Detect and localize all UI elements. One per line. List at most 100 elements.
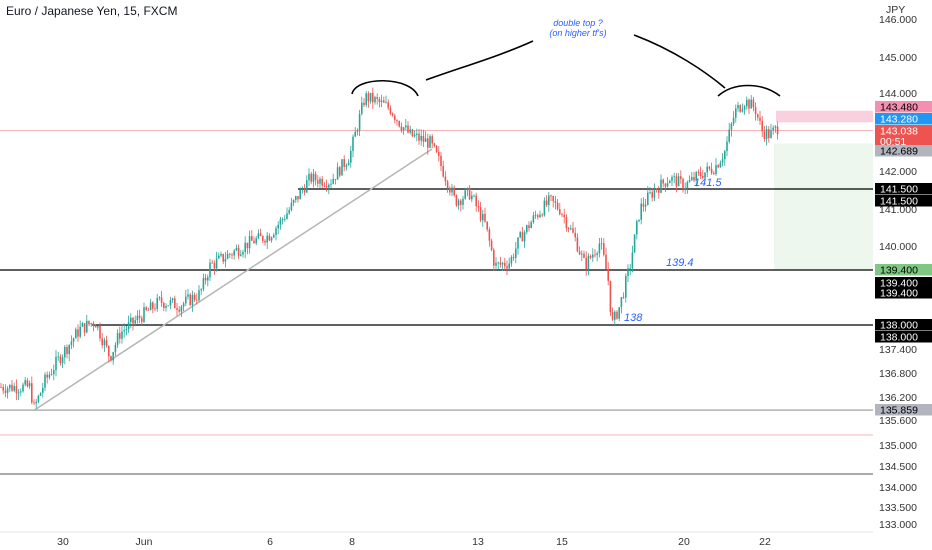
candle-body bbox=[468, 187, 471, 200]
candle-body bbox=[506, 266, 508, 269]
candle-body bbox=[416, 133, 418, 135]
candle-body bbox=[633, 234, 636, 253]
candle-body bbox=[768, 129, 770, 138]
candle-body bbox=[422, 135, 425, 142]
candle-body bbox=[297, 196, 299, 200]
candle-body bbox=[136, 315, 139, 321]
candle-body bbox=[2, 387, 4, 391]
candle-body bbox=[77, 329, 79, 337]
price-tag-value: 143.480 bbox=[880, 102, 918, 114]
annotation-pointer-left bbox=[425, 40, 534, 81]
candle-body bbox=[171, 298, 174, 301]
candle-body bbox=[587, 256, 590, 270]
candle-body bbox=[589, 256, 592, 258]
annotation-pointer-right bbox=[633, 34, 726, 89]
candle-body bbox=[475, 195, 477, 207]
candle-body bbox=[636, 221, 638, 235]
candle-body bbox=[647, 192, 649, 205]
candle-body bbox=[523, 232, 526, 242]
candle-body bbox=[739, 105, 741, 112]
first-top-arc bbox=[351, 79, 419, 97]
price-tag-value: 139.400 bbox=[880, 265, 918, 277]
candle-body bbox=[55, 356, 57, 371]
candle-body bbox=[413, 134, 416, 137]
candle-body bbox=[174, 298, 176, 309]
price-tag bbox=[875, 319, 932, 331]
candle-body bbox=[627, 268, 629, 276]
candle-body bbox=[752, 99, 755, 108]
candle-body bbox=[229, 253, 231, 255]
candle-body bbox=[92, 323, 95, 326]
candle-body bbox=[196, 299, 198, 301]
candle-body bbox=[708, 166, 711, 169]
candle-body bbox=[356, 130, 359, 132]
candle-body bbox=[288, 210, 290, 214]
candle-body bbox=[143, 307, 145, 322]
candle-body bbox=[605, 254, 607, 269]
candle-body bbox=[611, 311, 614, 320]
candle-body bbox=[222, 253, 224, 262]
candle-body bbox=[451, 187, 453, 193]
candle-body bbox=[121, 331, 123, 339]
candle-body bbox=[471, 195, 473, 200]
candle-body bbox=[110, 356, 112, 361]
candle-body bbox=[625, 275, 627, 298]
candle-body bbox=[299, 189, 301, 200]
candle-body bbox=[772, 127, 774, 131]
candle-body bbox=[209, 262, 211, 278]
candle-body bbox=[574, 232, 576, 238]
candle-body bbox=[105, 340, 108, 346]
candle-body bbox=[83, 323, 86, 333]
candle-body bbox=[220, 253, 222, 256]
candle-body bbox=[592, 254, 594, 258]
candle-body bbox=[264, 240, 266, 243]
candle-body bbox=[488, 229, 491, 241]
candle-body bbox=[257, 233, 260, 239]
candle-body bbox=[521, 232, 524, 242]
candle-body bbox=[46, 374, 48, 378]
second-top-arc bbox=[717, 84, 781, 97]
candle-body bbox=[554, 201, 557, 203]
candle-body bbox=[526, 225, 528, 233]
price-tag bbox=[875, 113, 932, 125]
candle-body bbox=[31, 383, 33, 403]
candle-body bbox=[11, 384, 13, 391]
candle-body bbox=[717, 165, 719, 168]
candle-body bbox=[301, 189, 304, 191]
candle-body bbox=[308, 173, 310, 181]
candle-body bbox=[675, 176, 678, 187]
candle-body bbox=[101, 338, 103, 346]
time-tick-label: 13 bbox=[472, 536, 484, 548]
candle-body bbox=[697, 172, 700, 173]
candle-body bbox=[246, 242, 249, 249]
candle-body bbox=[594, 254, 596, 256]
price-tick-label: 133.000 bbox=[879, 519, 917, 531]
candle-body bbox=[532, 215, 535, 223]
candle-body bbox=[407, 125, 409, 133]
candle-body bbox=[169, 300, 172, 306]
candle-body bbox=[600, 243, 603, 245]
price-tick-label: 136.800 bbox=[879, 368, 917, 380]
candle-body bbox=[57, 356, 59, 358]
candle-body bbox=[706, 166, 708, 173]
candle-body bbox=[53, 370, 55, 375]
candle-body bbox=[387, 102, 389, 108]
candle-body bbox=[317, 180, 319, 184]
candle-body bbox=[28, 383, 31, 387]
price-tick-label: 134.500 bbox=[879, 461, 917, 473]
candle-body bbox=[598, 243, 601, 254]
candle-body bbox=[543, 200, 546, 216]
candle-body bbox=[154, 308, 156, 310]
candle-body bbox=[710, 168, 713, 174]
candle-body bbox=[429, 136, 431, 148]
candle-body bbox=[167, 305, 169, 307]
candle-body bbox=[204, 277, 207, 281]
candle-body bbox=[479, 207, 482, 221]
candle-body bbox=[48, 374, 51, 378]
price-tick-label: 137.400 bbox=[879, 344, 917, 356]
candle-body bbox=[724, 151, 726, 160]
candle-body bbox=[33, 402, 35, 404]
price-tag bbox=[875, 183, 932, 195]
candle-body bbox=[237, 247, 240, 256]
price-tag-value: 135.859 bbox=[880, 405, 918, 417]
